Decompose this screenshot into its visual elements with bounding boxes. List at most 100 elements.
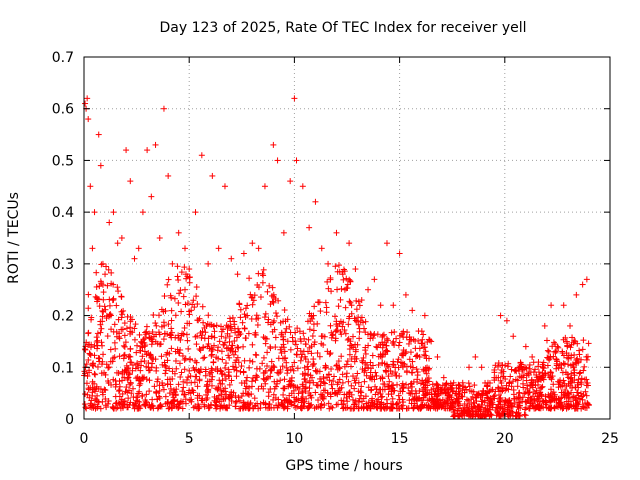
data-point	[569, 334, 576, 341]
data-point	[181, 391, 188, 398]
data-point	[379, 351, 386, 358]
data-point	[352, 341, 359, 348]
data-point	[222, 334, 229, 341]
data-point	[156, 387, 163, 394]
data-point	[280, 318, 287, 325]
data-point	[255, 284, 262, 291]
data-point	[573, 401, 580, 408]
data-point	[351, 401, 358, 408]
data-point	[135, 245, 142, 252]
data-point	[584, 353, 591, 360]
data-point	[270, 396, 277, 403]
data-point	[131, 336, 138, 343]
data-point	[353, 297, 360, 304]
data-point	[171, 370, 178, 377]
data-point	[389, 370, 396, 377]
data-point	[310, 327, 317, 334]
data-point	[124, 376, 131, 383]
data-point	[420, 386, 427, 393]
data-point	[121, 332, 128, 339]
data-point	[136, 347, 143, 354]
data-point	[85, 329, 92, 336]
data-point	[300, 348, 307, 355]
data-point	[426, 365, 433, 372]
data-point	[548, 302, 555, 309]
data-point	[358, 314, 365, 321]
data-point	[492, 388, 499, 395]
data-point	[434, 388, 441, 395]
data-point	[384, 383, 391, 390]
data-point	[193, 284, 200, 291]
data-point	[110, 376, 117, 383]
data-point	[571, 351, 578, 358]
data-point	[409, 358, 416, 365]
data-point	[299, 405, 306, 412]
data-point	[269, 298, 276, 305]
data-point	[487, 387, 494, 394]
data-point	[272, 334, 279, 341]
data-point	[369, 397, 376, 404]
data-point	[421, 351, 428, 358]
data-point	[441, 399, 448, 406]
data-point	[198, 152, 205, 159]
data-point	[485, 395, 492, 402]
data-point	[271, 385, 278, 392]
data-point	[90, 404, 97, 411]
data-point	[234, 344, 241, 351]
data-point	[317, 391, 324, 398]
data-point	[219, 356, 226, 363]
x-axis-ticks: 0 5 10 15 20 25	[80, 57, 619, 447]
data-point	[188, 379, 195, 386]
data-point	[473, 394, 480, 401]
data-point	[375, 396, 382, 403]
data-point	[111, 321, 118, 328]
data-point	[170, 394, 177, 401]
data-point	[108, 326, 115, 333]
data-point	[168, 317, 175, 324]
data-point	[86, 350, 93, 357]
data-point	[287, 329, 294, 336]
data-point	[300, 330, 307, 337]
data-point	[224, 325, 231, 332]
data-point	[559, 350, 566, 357]
data-point	[354, 370, 361, 377]
data-point	[392, 369, 399, 376]
data-point	[244, 302, 251, 309]
data-point	[186, 274, 193, 281]
data-point	[306, 390, 313, 397]
data-point	[535, 395, 542, 402]
data-point	[497, 394, 504, 401]
data-point	[299, 351, 306, 358]
data-point	[180, 384, 187, 391]
data-point	[305, 359, 312, 366]
data-point	[98, 325, 105, 332]
data-point	[127, 178, 134, 185]
data-point	[169, 260, 176, 267]
data-point	[484, 379, 491, 386]
data-point	[506, 397, 513, 404]
data-point	[263, 362, 270, 369]
data-point	[264, 288, 271, 295]
data-point	[306, 404, 313, 411]
data-point	[409, 369, 416, 376]
data-point	[137, 367, 144, 374]
data-point	[442, 381, 449, 388]
data-point	[83, 361, 90, 368]
data-point	[85, 116, 92, 123]
data-point	[143, 363, 150, 370]
data-point	[573, 291, 580, 298]
data-point	[266, 282, 273, 289]
data-point	[309, 315, 316, 322]
data-point	[97, 162, 104, 169]
data-point	[200, 344, 207, 351]
data-point	[270, 404, 277, 411]
data-point	[385, 373, 392, 380]
data-point	[422, 367, 429, 374]
data-point	[423, 401, 430, 408]
data-point	[535, 378, 542, 385]
data-point	[508, 366, 515, 373]
data-point	[512, 367, 519, 374]
data-point	[550, 339, 557, 346]
data-point	[341, 363, 348, 370]
data-point	[103, 263, 110, 270]
